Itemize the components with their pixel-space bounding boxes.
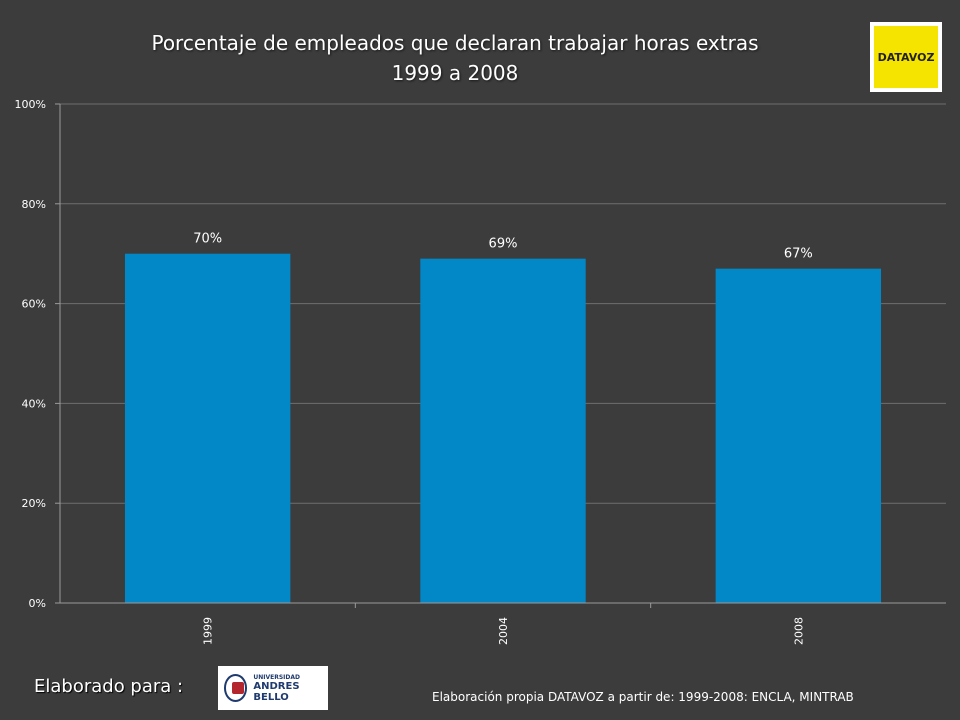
y-tick-label: 60% bbox=[22, 298, 46, 311]
chart-title: Porcentaje de empleados que declaran tra… bbox=[151, 31, 759, 55]
datavoz-logo-text: DATAVOZ bbox=[874, 26, 938, 88]
elaborado-para-label: Elaborado para : bbox=[34, 676, 184, 697]
source-note: Elaboración propia DATAVOZ a partir de: … bbox=[432, 690, 854, 704]
x-tick-label-1999: 1999 bbox=[202, 617, 215, 645]
datavoz-logo: DATAVOZ bbox=[870, 22, 942, 92]
y-tick-label: 0% bbox=[29, 597, 46, 610]
axes bbox=[55, 103, 946, 608]
bar-chart: 0% 20% 40% 60% 80% 100% 70% 1999 69% 2004 67% 2008 bbox=[15, 98, 946, 645]
unab-logo-big-text: ANDRES BELLO bbox=[253, 680, 300, 703]
bars bbox=[124, 253, 882, 603]
y-tick-label: 20% bbox=[22, 497, 46, 510]
x-tick-label-2004: 2004 bbox=[497, 617, 510, 645]
labels: 0% 20% 40% 60% 80% 100% 70% 1999 69% 2004 67% 2008 bbox=[15, 98, 813, 645]
chart-title-block: Porcentaje de empleados que declaran tra… bbox=[60, 28, 850, 88]
y-tick-label: 80% bbox=[22, 198, 46, 211]
data-label-1999: 70% bbox=[193, 232, 222, 247]
y-tick-label: 100% bbox=[15, 98, 46, 111]
bar-1999 bbox=[124, 253, 291, 603]
x-tick-label-2008: 2008 bbox=[792, 617, 805, 645]
bar-2004 bbox=[420, 258, 586, 603]
unab-logo-mark bbox=[224, 674, 248, 702]
data-label-2008: 67% bbox=[784, 247, 813, 262]
y-tick-label: 40% bbox=[22, 397, 46, 410]
unab-logo: UNIVERSIDAD ANDRES BELLO bbox=[218, 666, 328, 710]
unab-logo-small-text: UNIVERSIDAD bbox=[253, 673, 301, 681]
chart-subtitle: 1999 a 2008 bbox=[391, 61, 519, 85]
bar-2008 bbox=[715, 268, 882, 603]
data-label-2004: 69% bbox=[489, 237, 518, 252]
